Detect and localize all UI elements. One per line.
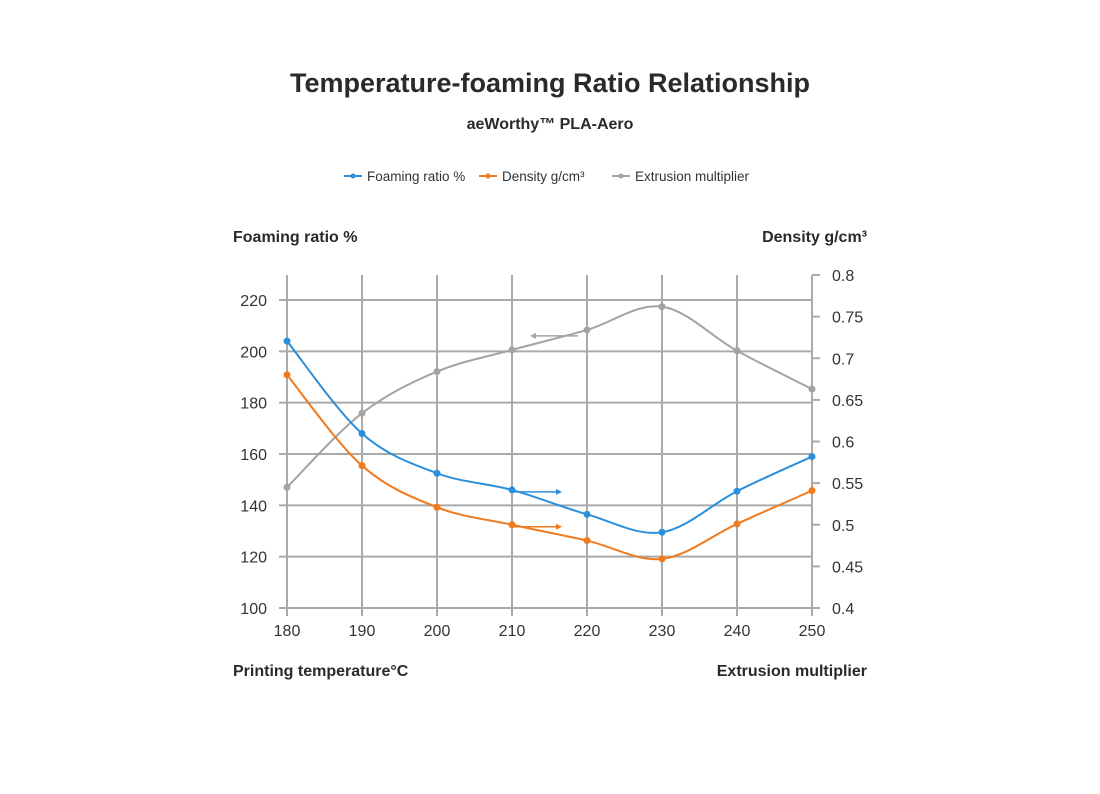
arrowhead-icon: [556, 488, 562, 495]
data-point-density-g-cm: [433, 503, 441, 511]
x-tick-label: 210: [499, 623, 526, 640]
data-point-density-g-cm: [658, 555, 666, 563]
legend-marker: [485, 173, 491, 179]
data-point-foaming-ratio: [283, 337, 291, 345]
x-tick-label: 220: [574, 623, 601, 640]
legend-label: Foaming ratio %: [367, 169, 465, 184]
data-point-foaming-ratio: [433, 469, 441, 477]
arrowhead-icon: [530, 332, 536, 339]
left-tick-label: 180: [240, 396, 267, 413]
chart-title: Temperature-foaming Ratio Relationship: [289, 68, 811, 98]
series-line-extrusion-multiplier: [286, 305, 813, 488]
x-tick-label: 230: [649, 623, 676, 640]
data-point-extrusion-multiplier: [283, 483, 291, 491]
legend-marker: [618, 173, 624, 179]
data-point-extrusion-multiplier: [358, 409, 366, 417]
right-tick-label: 0.55: [832, 476, 863, 493]
right-tick-label: 0.7: [832, 351, 854, 368]
data-point-foaming-ratio: [583, 510, 591, 518]
data-point-density-g-cm: [808, 487, 816, 495]
data-point-foaming-ratio: [733, 487, 741, 495]
data-point-extrusion-multiplier: [658, 303, 666, 311]
legend-marker: [350, 173, 356, 179]
right-tick-label: 0.8: [832, 268, 854, 285]
series-line-foaming-ratio: [286, 340, 813, 534]
data-point-density-g-cm: [283, 371, 291, 379]
data-point-foaming-ratio: [358, 429, 366, 437]
data-point-foaming-ratio: [808, 453, 816, 461]
data-point-extrusion-multiplier: [583, 326, 591, 334]
arrowhead-icon: [556, 523, 562, 530]
right-tick-label: 0.75: [832, 310, 863, 327]
x-tick-label: 180: [274, 623, 301, 640]
left-tick-label: 200: [240, 344, 267, 361]
left-axis-title: Foaming ratio %: [233, 229, 358, 246]
right-tick-label: 0.4: [832, 601, 854, 618]
data-point-extrusion-multiplier: [433, 368, 441, 376]
right-tick-label: 0.6: [832, 435, 854, 452]
right-tick-label: 0.65: [832, 393, 863, 410]
left-tick-label: 120: [240, 550, 267, 567]
data-point-density-g-cm: [583, 537, 591, 545]
left-tick-label: 100: [240, 601, 267, 618]
x-axis-title: Printing temperature°C: [233, 663, 409, 680]
x-tick-label: 190: [349, 623, 376, 640]
data-point-extrusion-multiplier: [808, 385, 816, 393]
x-tick-label: 250: [799, 623, 826, 640]
data-point-extrusion-multiplier: [508, 346, 516, 354]
data-point-density-g-cm: [358, 462, 366, 470]
right-tick-label: 0.5: [832, 518, 854, 535]
left-tick-label: 140: [240, 498, 267, 515]
legend-label: Density g/cm³: [502, 169, 585, 184]
right-tick-label: 0.45: [832, 559, 863, 576]
x-tick-label: 240: [724, 623, 751, 640]
data-point-foaming-ratio: [658, 528, 666, 536]
right-axis-title: Density g/cm³: [762, 229, 867, 246]
data-point-extrusion-multiplier: [733, 347, 741, 355]
legend-label: Extrusion multiplier: [635, 169, 750, 184]
x-axis-right-title: Extrusion multiplier: [716, 663, 867, 680]
chart-subtitle: aeWorthy™ PLA-Aero: [466, 116, 634, 133]
x-tick-label: 200: [424, 623, 451, 640]
left-tick-label: 220: [240, 293, 267, 310]
data-point-density-g-cm: [733, 520, 741, 528]
left-tick-label: 160: [240, 447, 267, 464]
